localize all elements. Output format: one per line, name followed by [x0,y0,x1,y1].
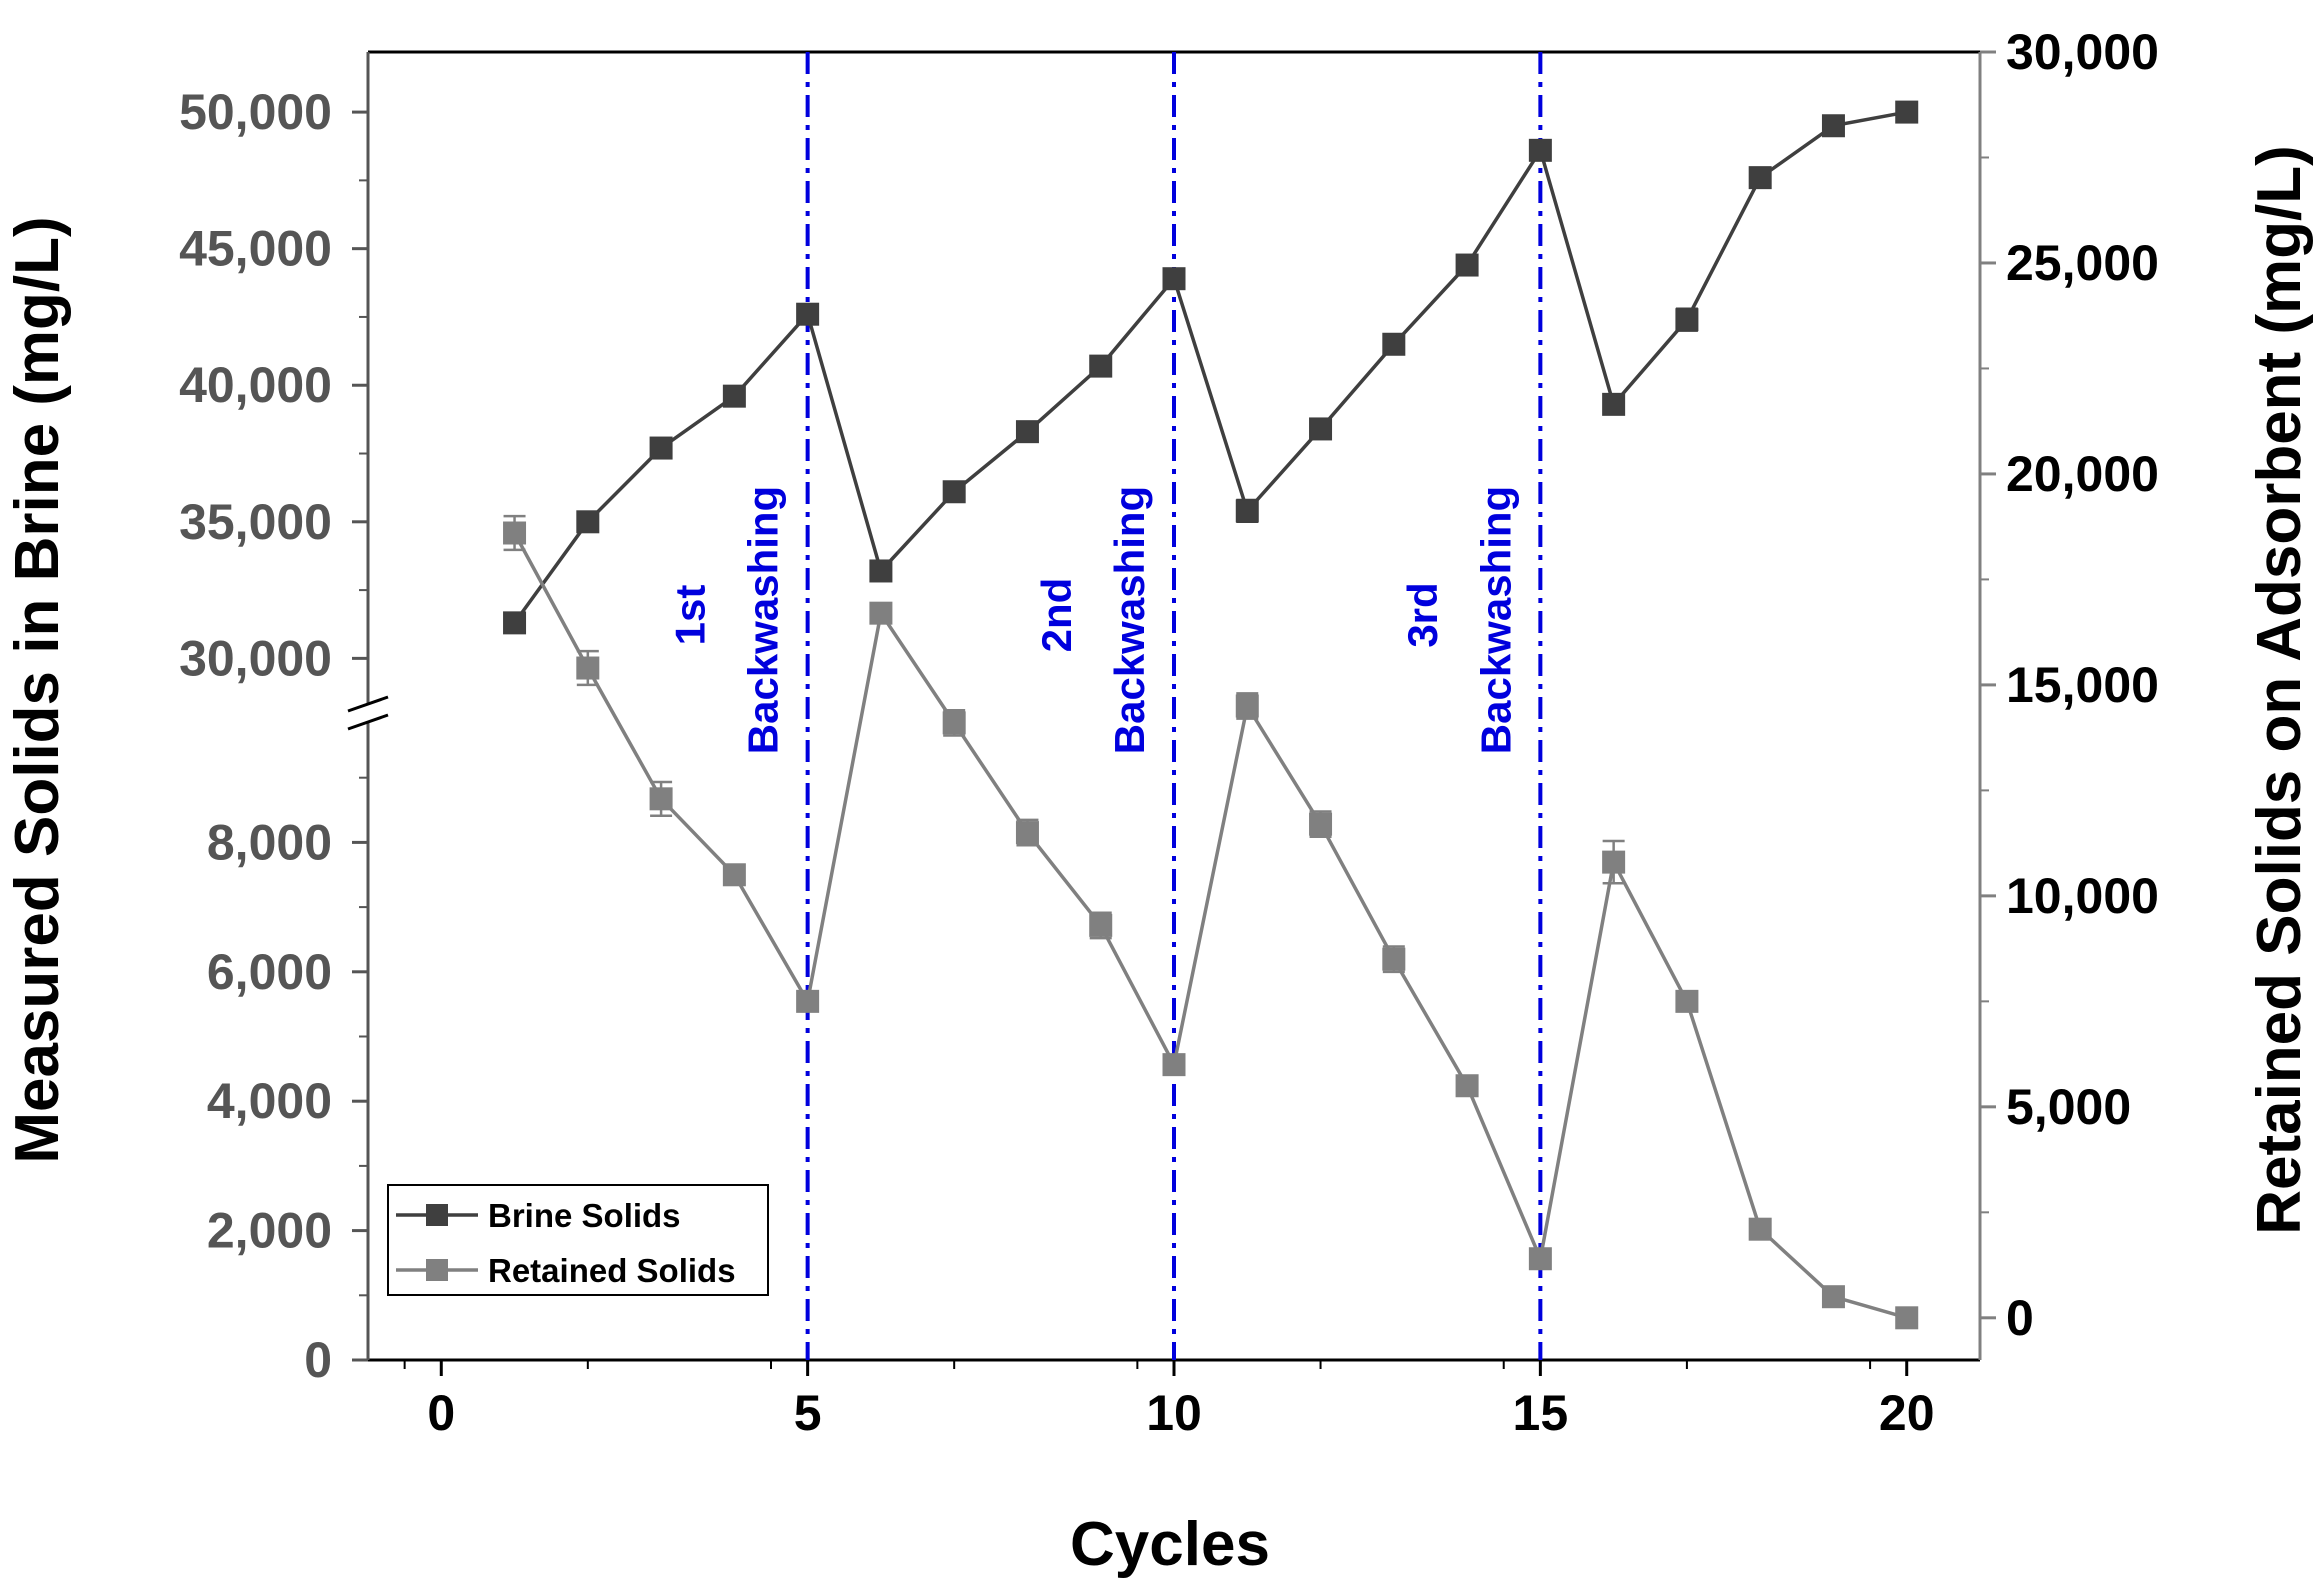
x-tick-label: 5 [794,1385,822,1441]
data-point [576,656,600,680]
data-point [1089,354,1113,378]
annotation-label: 1st [666,585,713,646]
data-point [1382,332,1406,356]
series-line [513,110,1908,624]
annotation-label: Backwashing [740,486,787,754]
axes-layer: 0 5 10 15 20 0 2,000 4,000 6,000 8,000 30,000 35,00… [179,24,2159,1441]
left-tick-label: 35,000 [179,494,332,550]
data-point [722,863,746,887]
data-point [1675,989,1699,1013]
left-tick-label: 45,000 [179,221,332,277]
backwash-lines [805,52,1543,1360]
legend-box [387,1184,769,1296]
data-point [1235,694,1259,718]
data-point [1748,166,1772,190]
data-point [576,510,600,534]
data-point [796,302,820,326]
right-tick-label: 0 [2006,1290,2034,1346]
left-tick-label: 30,000 [179,630,332,686]
plot-frame [347,50,1982,1362]
data-point [1821,114,1845,138]
right-tick-label: 30,000 [2006,24,2159,80]
data-point [1015,420,1039,444]
data-point [1015,821,1039,845]
x-tick-label: 0 [427,1385,455,1441]
left-tick-label: 0 [304,1332,332,1388]
left-tick-label: 40,000 [179,357,332,413]
data-point [722,384,746,408]
x-tick-label: 20 [1879,1385,1935,1441]
data-point [1602,392,1626,416]
left-tick-label: 2,000 [207,1203,332,1259]
legend-marker [426,1259,448,1281]
data-point [649,787,673,811]
right-tick-label: 5,000 [2006,1079,2131,1135]
data-point [1602,850,1626,874]
right-tick-label: 10,000 [2006,868,2159,924]
data-point [1748,1217,1772,1241]
data-point [1309,812,1333,836]
left-tick-label: 8,000 [207,814,332,870]
axis-break-mark [347,713,389,731]
left-tick-label: 50,000 [179,84,332,140]
legend-label: Retained Solids [488,1252,736,1289]
data-point [1895,1306,1919,1330]
annotation-label: 3rd [1399,582,1446,647]
data-point [1162,267,1186,291]
series-layer [503,100,1919,1330]
right-tick-label: 15,000 [2006,657,2159,713]
x-axis-title: Cycles [1070,1510,1270,1579]
series-line [512,532,1908,1320]
right-tick-label: 25,000 [2006,235,2159,291]
data-point [1162,1053,1186,1077]
axis-break-mark [347,695,389,713]
left-axis-title: Measured Solids in Brine (mg/L) [3,216,72,1163]
data-point [1895,100,1919,124]
data-point [1528,138,1552,162]
data-point [1235,499,1259,523]
data-point [1455,253,1479,277]
data-point [942,480,966,504]
data-point [796,989,820,1013]
data-point [1455,1074,1479,1098]
annotation-label: 2nd [1033,578,1080,653]
data-point [1309,417,1333,441]
data-point [1528,1247,1552,1271]
annotations: 1st Backwashing 2nd Backwashing 3rd Backwashi… [666,486,1519,754]
data-point [503,521,527,545]
annotation-label: Backwashing [1472,486,1519,754]
right-axis-title: Retained Solids on Adsorbent (mg/L) [2245,145,2314,1235]
x-tick-label: 15 [1513,1385,1569,1441]
data-point [1382,947,1406,971]
annotation-label: Backwashing [1106,486,1153,754]
x-tick-label: 10 [1146,1385,1202,1441]
data-point [649,436,673,460]
left-tick-label: 4,000 [207,1073,332,1129]
legend: Brine Solids Retained Solids [387,1184,769,1296]
data-point [869,601,893,625]
legend-label: Brine Solids [488,1197,681,1234]
legend-marker [426,1204,448,1226]
data-point [503,611,527,635]
data-point [1675,308,1699,332]
data-point [869,559,893,583]
data-point [1089,913,1113,937]
left-tick-label: 6,000 [207,944,332,1000]
data-point [942,711,966,735]
right-tick-label: 20,000 [2006,446,2159,502]
data-point [1821,1285,1845,1309]
